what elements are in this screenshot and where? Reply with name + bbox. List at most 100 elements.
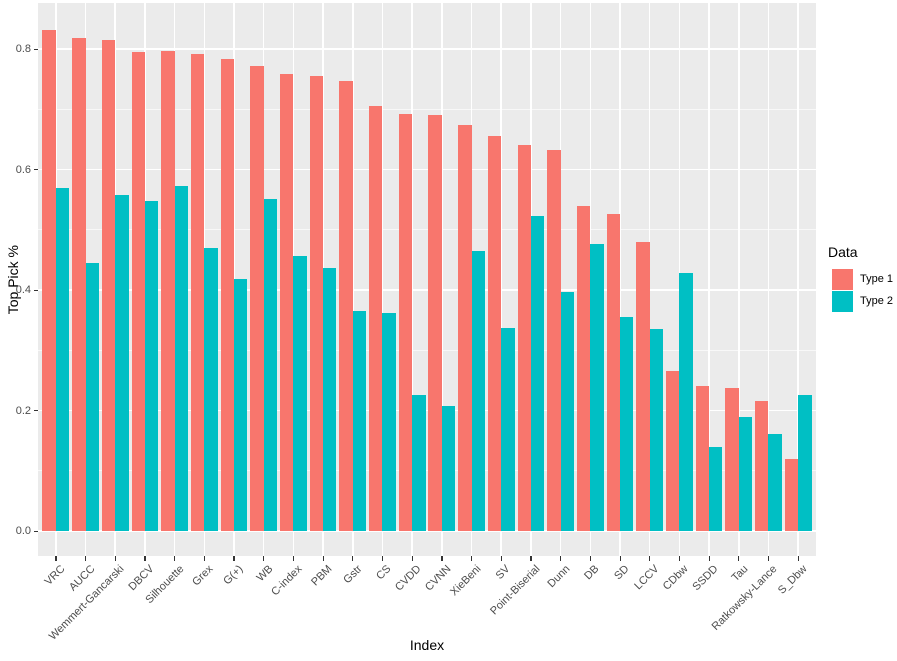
bar-type2 [233, 279, 248, 531]
bar-type2 [115, 194, 129, 531]
bar-type2 [85, 262, 99, 531]
y-axis-tick [34, 530, 38, 532]
y-axis-title-wrap: Top Pick % [4, 3, 22, 556]
vertical-gridline [738, 3, 740, 556]
bar-type1 [369, 105, 383, 531]
bar-type2 [679, 272, 693, 531]
vertical-gridline [619, 3, 621, 556]
x-axis-tick [203, 556, 205, 561]
x-axis-tick [649, 556, 651, 561]
bar-type1 [280, 74, 294, 531]
y-tick-label: 0.0 [15, 525, 31, 537]
x-axis-tick [263, 556, 265, 561]
y-tick-label: 0.4 [15, 284, 31, 297]
bar-type2 [352, 310, 367, 531]
major-gridline [38, 48, 816, 50]
x-axis-tick [85, 556, 87, 561]
bar-type2 [560, 292, 574, 531]
vertical-gridline [352, 3, 354, 556]
bar-type1 [220, 59, 234, 531]
y-axis-tick [34, 169, 38, 171]
x-axis-tick [797, 556, 799, 561]
y-axis-tick [34, 289, 38, 291]
minor-gridline [38, 349, 816, 351]
bar-type2 [501, 327, 515, 531]
legend-item-type1: Type 1 [832, 268, 893, 290]
bar-type2 [441, 406, 456, 531]
bar-type2 [174, 185, 188, 531]
y-tick-label: 0.2 [15, 404, 31, 417]
x-axis-tick [767, 556, 770, 561]
x-axis-tick [114, 556, 116, 561]
bar-type1 [784, 459, 799, 531]
x-axis-tick [322, 556, 324, 561]
x-axis-title: Index [409, 637, 445, 653]
bar-type1 [487, 135, 502, 531]
legend-title: Data [828, 244, 858, 260]
bar-type2 [382, 312, 396, 531]
bar-type2 [738, 417, 753, 531]
bar-type1 [428, 115, 442, 531]
bar-type2 [293, 256, 307, 531]
bar-type1 [695, 385, 710, 531]
bar-type1 [517, 145, 531, 531]
x-axis-tick [471, 556, 473, 561]
bar-type1 [547, 150, 561, 531]
bar-type2 [204, 248, 218, 531]
legend-key-type1-swatch [832, 268, 853, 290]
x-axis-tick [144, 556, 146, 561]
bar-type2 [709, 446, 723, 531]
legend-label-type1: Type 1 [860, 273, 894, 285]
x-axis-tick [381, 556, 384, 561]
vertical-gridline [797, 3, 799, 556]
bar-type1 [755, 400, 769, 531]
x-axis-tick [708, 556, 710, 561]
bar-type2 [530, 215, 545, 531]
bar-type1 [309, 75, 324, 531]
x-axis-tick [560, 556, 562, 561]
bar-type1 [725, 387, 739, 531]
legend-key-type2-swatch [832, 290, 853, 312]
bar-type1 [339, 81, 353, 531]
x-axis-tick [352, 556, 354, 561]
bar-type1 [190, 53, 205, 531]
bar-type1 [101, 40, 116, 531]
bar-type1 [458, 124, 472, 531]
x-axis-tick [530, 556, 532, 561]
bar-type1 [606, 214, 620, 531]
bar-type2 [263, 199, 278, 531]
bar-type2 [768, 434, 782, 531]
x-axis-tick [589, 556, 591, 561]
x-axis-tick [619, 556, 621, 561]
minor-gridline [38, 229, 816, 231]
x-axis-tick [233, 556, 235, 561]
x-axis-tick [55, 556, 57, 561]
y-axis-tick [34, 410, 38, 412]
vertical-gridline [441, 3, 443, 556]
x-axis-tick [738, 556, 740, 561]
bar-type1 [250, 65, 264, 531]
bar-type2 [649, 329, 664, 531]
y-tick-label: 0.6 [15, 163, 31, 176]
major-gridline [38, 409, 816, 412]
bar-type2 [144, 201, 159, 531]
bar-type2 [798, 394, 812, 531]
vertical-gridline [708, 3, 710, 556]
bar-type1 [161, 51, 175, 531]
x-axis-tick [411, 556, 413, 561]
vertical-gridline [411, 3, 413, 556]
minor-gridline [38, 470, 816, 472]
bar-type2 [471, 251, 485, 531]
bar-type1 [398, 113, 413, 531]
bar-type1 [576, 205, 591, 531]
bar-type1 [42, 29, 56, 531]
bar-type1 [666, 371, 680, 531]
major-gridline [38, 289, 816, 291]
x-axis-tick [678, 556, 681, 561]
bar-type2 [323, 268, 337, 531]
bar-type1 [131, 52, 145, 531]
plot-panel [38, 3, 816, 556]
x-axis-tick [174, 556, 176, 561]
vertical-gridline [381, 3, 384, 556]
bar-type2 [590, 244, 604, 531]
